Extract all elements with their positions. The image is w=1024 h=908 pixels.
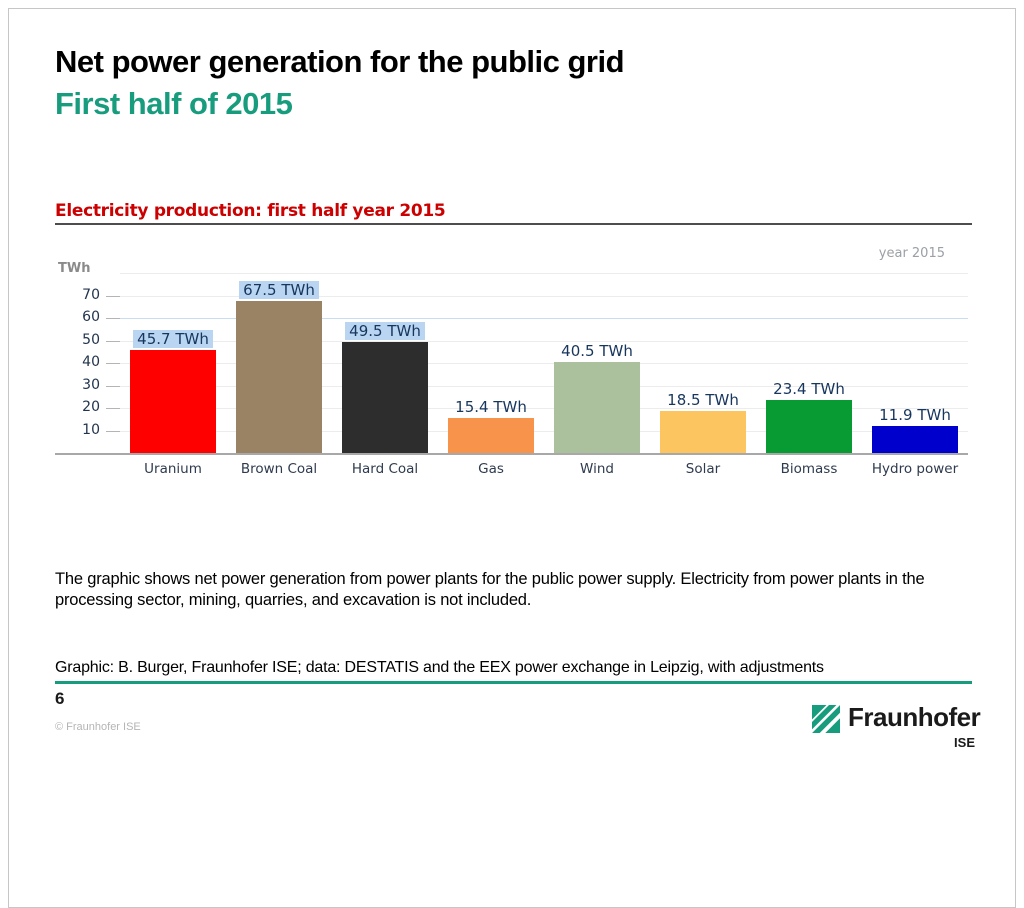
- y-tick-label-20: 20: [82, 399, 100, 415]
- fraunhofer-logo-icon: [806, 699, 847, 740]
- value-label-wind: 40.5 TWh: [532, 342, 662, 360]
- value-label-text-solar: 18.5 TWh: [667, 391, 739, 410]
- bar-biomass: [766, 400, 852, 453]
- y-tick-mark-40: [106, 363, 120, 364]
- copyright-text: © Fraunhofer ISE: [55, 721, 141, 733]
- gridline-10: [120, 430, 968, 432]
- category-label-wind: Wind: [580, 461, 614, 477]
- logo-institute: ISE: [954, 735, 975, 750]
- gridline-60: [120, 318, 968, 319]
- gridline-20: [120, 408, 968, 409]
- page-number: 6: [55, 689, 65, 708]
- page-subtitle: First half of 2015: [55, 86, 293, 121]
- footer-credit: Graphic: B. Burger, Fraunhofer ISE; data…: [55, 659, 824, 676]
- y-tick-label-30: 30: [82, 376, 100, 393]
- value-label-text-biomass: 23.4 TWh: [773, 380, 845, 399]
- value-label-text-wind: 40.5 TWh: [561, 341, 633, 360]
- y-tick-mark-20: [106, 408, 120, 409]
- value-label-text-brown-coal: 67.5 TWh: [239, 281, 319, 300]
- category-label-solar: Solar: [685, 461, 721, 477]
- value-label-hard-coal: 49.5 TWh: [320, 321, 450, 340]
- logo-wordmark: Fraunhofer: [848, 702, 981, 732]
- y-tick-label-60: 60: [82, 309, 100, 325]
- gridline-70: [120, 295, 968, 297]
- bar-hard-coal: [342, 341, 428, 453]
- y-tick-mark-10: [106, 430, 120, 432]
- bar-solar: [660, 411, 746, 453]
- y-tick-mark-30: [106, 385, 120, 387]
- gridline-80: [120, 273, 968, 274]
- value-label-text-hard-coal: 49.5 TWh: [345, 321, 425, 340]
- slide-frame: [8, 8, 1016, 908]
- body-text: The graphic shows net power generation f…: [55, 570, 925, 609]
- value-label-text-gas: 15.4 TWh: [455, 398, 527, 417]
- category-label-brown-coal: Brown Coal: [240, 461, 318, 477]
- y-tick-label-70: 70: [82, 286, 100, 303]
- fraunhofer-logo: Fraunhofer ISE: [806, 699, 982, 752]
- category-label-uranium: Uranium: [144, 461, 202, 477]
- footer-rule: [55, 681, 972, 684]
- bar-uranium: [130, 350, 216, 453]
- category-label-biomass: Biomass: [780, 461, 838, 477]
- y-tick-mark-60: [106, 318, 120, 319]
- value-label-brown-coal: 67.5 TWh: [214, 281, 344, 300]
- gridline-50: [120, 340, 968, 342]
- bar-wind: [554, 361, 640, 453]
- value-label-biomass: 23.4 TWh: [744, 380, 874, 398]
- gridline-30: [120, 385, 968, 387]
- value-label-gas: 15.4 TWh: [426, 398, 556, 416]
- gridline-40: [120, 363, 968, 364]
- y-tick-mark-70: [106, 295, 120, 297]
- bar-hydro-power: [872, 426, 958, 453]
- chart-title-rule: [55, 223, 972, 225]
- value-label-solar: 18.5 TWh: [638, 391, 768, 409]
- category-label-hydro-power: Hydro power: [871, 461, 959, 477]
- page-title: Net power generation for the public grid: [55, 44, 625, 79]
- chart-corner-label: year 2015: [878, 246, 945, 261]
- value-label-uranium: 45.7 TWh: [108, 330, 238, 349]
- category-label-gas: Gas: [478, 461, 504, 477]
- bar-gas: [448, 418, 534, 453]
- x-axis-baseline: [55, 453, 968, 455]
- y-tick-label-50: 50: [82, 331, 100, 348]
- y-tick-label-40: 40: [82, 354, 100, 370]
- y-tick-label-10: 10: [82, 421, 100, 438]
- value-label-hydro-power: 11.9 TWh: [850, 406, 980, 424]
- chart-title: Electricity production: first half year …: [55, 201, 446, 221]
- bar-brown-coal: [236, 301, 322, 453]
- value-label-text-uranium: 45.7 TWh: [133, 330, 213, 349]
- category-label-hard-coal: Hard Coal: [351, 461, 419, 477]
- y-tick-mark-50: [106, 340, 120, 342]
- value-label-text-hydro-power: 11.9 TWh: [879, 406, 951, 425]
- plot-area: 10 20 30 40 50 60 70 45.7 TWh 67.5 TWh 49.5 TWh 15…: [82, 273, 968, 453]
- y-axis-unit-label: TWh: [58, 261, 91, 276]
